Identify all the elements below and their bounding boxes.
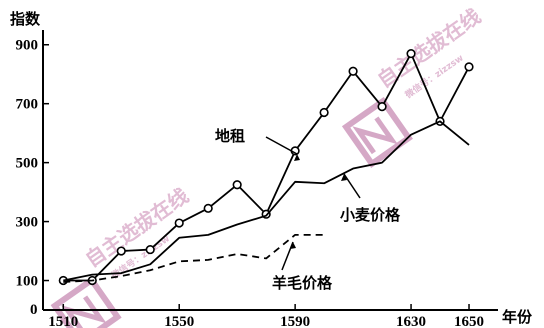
data-point (406, 48, 416, 59)
annotation-leader (265, 136, 298, 155)
data-point (464, 62, 474, 72)
y-tick-label: 100 (16, 274, 39, 290)
y-tick-label: 700 (16, 97, 39, 113)
series-annotation: 地租 (215, 127, 245, 145)
series-annotation: 羊毛价格 (272, 274, 333, 292)
data-point (116, 246, 126, 256)
series-line (63, 233, 325, 283)
data-point (348, 66, 358, 76)
data-point (174, 218, 184, 228)
annotation-arrowhead (290, 242, 296, 249)
x-tick-label: 1650 (454, 314, 484, 328)
watermark-logo-stroke-top (352, 116, 398, 155)
annotation-leader (343, 173, 361, 199)
watermark-top: 自主选拔在线 微信号：zizzsw (341, 4, 485, 168)
x-tick-label: 1510 (48, 314, 78, 328)
series-annotation: 小麦价格 (340, 206, 401, 224)
data-point (377, 102, 387, 112)
y-axis-title: 指数 (10, 10, 41, 28)
series-line (63, 120, 470, 282)
x-tick-label: 1590 (280, 314, 310, 328)
data-point (203, 203, 213, 213)
y-tick-label: 300 (16, 215, 39, 231)
data-point (319, 107, 329, 118)
annotation-arrowhead (341, 174, 347, 181)
x-tick-label: 1630 (396, 314, 426, 328)
x-axis-title: 年份 (502, 308, 533, 326)
y-tick-label: 900 (16, 38, 39, 54)
origin-label: 0 (30, 302, 38, 318)
watermark-logo-top (341, 96, 413, 168)
x-tick-label: 1550 (164, 314, 194, 328)
watermark-bottom: 自主选拔在线 微信号：zizzsw (50, 183, 193, 328)
data-point (145, 244, 155, 255)
data-point (232, 180, 242, 190)
watermark-logo-stroke-bottom (61, 295, 107, 328)
watermark-logo-bottom (50, 275, 122, 328)
annotation-arrowhead (294, 154, 300, 161)
y-tick-label: 500 (16, 156, 39, 172)
